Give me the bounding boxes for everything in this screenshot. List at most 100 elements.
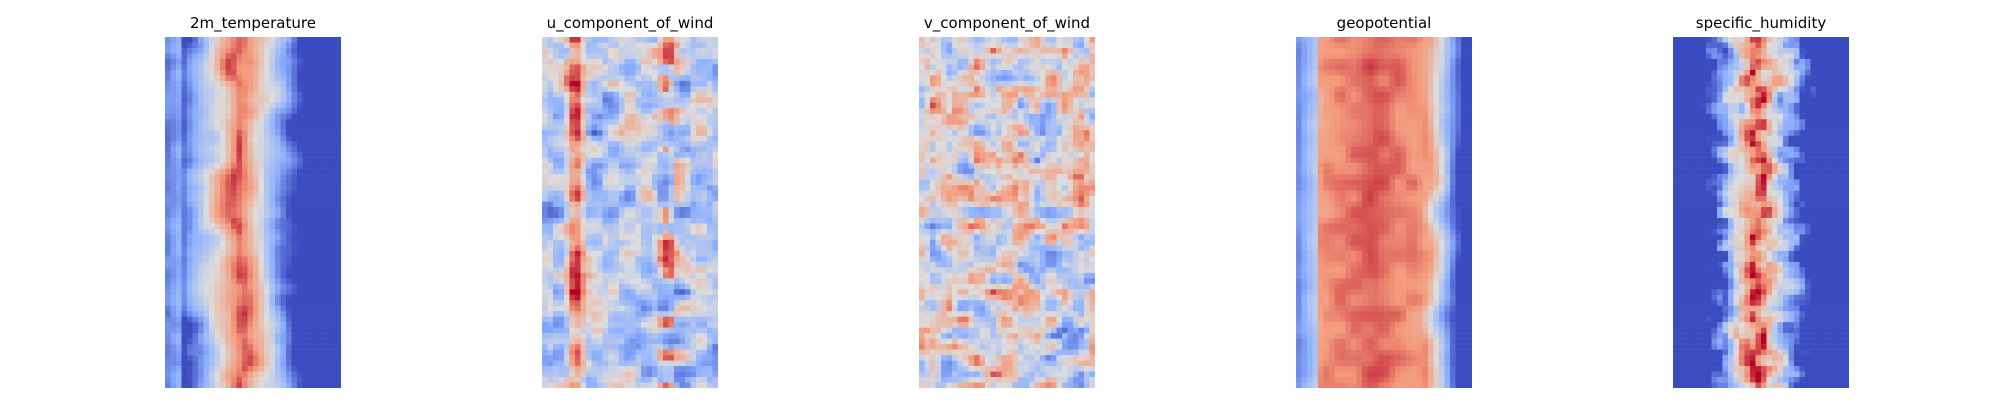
heatmap-cell — [663, 327, 669, 334]
heatmap-cell — [280, 124, 287, 131]
heatmap-cell — [1012, 113, 1019, 120]
heatmap-cell — [674, 196, 680, 202]
heatmap-cell — [613, 119, 620, 125]
heatmap-cell — [170, 261, 177, 268]
heatmap-cell — [542, 185, 548, 191]
heatmap-cell — [701, 157, 708, 164]
heatmap-cell — [597, 42, 603, 49]
heatmap-cell — [701, 37, 708, 43]
heatmap-cell — [646, 289, 653, 296]
heatmap-cell — [236, 135, 243, 142]
heatmap-cell — [663, 322, 669, 328]
heatmap-cell — [324, 338, 331, 345]
heatmap-cell — [1078, 135, 1085, 142]
heatmap-cell — [619, 80, 625, 87]
heatmap-cell — [335, 124, 341, 131]
heatmap-cell — [685, 371, 691, 378]
heatmap-cell — [165, 305, 171, 312]
heatmap-cell — [269, 322, 276, 328]
heatmap-cell — [679, 300, 686, 306]
heatmap-cell — [542, 97, 548, 104]
heatmap-cell — [264, 261, 270, 268]
heatmap-cell — [558, 338, 565, 345]
heatmap-cell — [209, 294, 215, 301]
heatmap-cell — [957, 119, 964, 125]
heatmap-cell — [203, 146, 210, 153]
heatmap-cell — [247, 366, 254, 372]
heatmap-cell — [701, 163, 708, 169]
heatmap-cell — [192, 124, 199, 131]
heatmap-cell — [624, 267, 631, 274]
heatmap-cell — [1012, 42, 1019, 49]
heatmap-cell — [1051, 42, 1057, 49]
heatmap-cell — [176, 185, 182, 191]
heatmap-cell — [635, 141, 642, 147]
heatmap-cell — [220, 113, 226, 120]
heatmap-cell — [619, 366, 625, 372]
heatmap-cell — [269, 327, 276, 334]
heatmap-cell — [586, 349, 592, 356]
heatmap-cell — [187, 207, 193, 213]
heatmap-cell — [586, 124, 592, 131]
heatmap-cell — [313, 119, 320, 125]
heatmap-cell — [170, 377, 177, 383]
heatmap-cell — [1056, 69, 1063, 76]
heatmap-cell — [668, 272, 675, 279]
heatmap-cell — [319, 64, 325, 71]
heatmap-cell — [591, 212, 598, 219]
heatmap-cell — [580, 261, 587, 268]
heatmap-cell — [324, 223, 331, 230]
heatmap-cell — [1056, 135, 1063, 142]
heatmap-cell — [324, 201, 331, 208]
heatmap-cell — [1056, 47, 1063, 54]
heatmap-cell — [641, 311, 647, 317]
heatmap-cell — [963, 135, 969, 142]
heatmap-cell — [547, 124, 554, 131]
heatmap-cell — [170, 239, 177, 246]
heatmap-cell — [996, 108, 1002, 115]
heatmap-cell — [996, 168, 1002, 175]
heatmap-cell — [258, 344, 265, 350]
heatmap-cell — [547, 382, 554, 388]
heatmap-cell — [242, 168, 248, 175]
heatmap-cell — [619, 349, 625, 356]
heatmap-cell — [990, 168, 997, 175]
heatmap-cell — [668, 322, 675, 328]
heatmap-cell — [919, 37, 925, 43]
heatmap-cell — [297, 349, 303, 356]
heatmap-cell — [542, 163, 548, 169]
heatmap-cell — [269, 305, 276, 312]
heatmap-cell — [291, 261, 298, 268]
heatmap-cell — [308, 179, 314, 186]
heatmap-cell — [165, 349, 171, 356]
heatmap-cell — [231, 316, 237, 323]
heatmap-cell — [919, 86, 925, 93]
heatmap-cell — [985, 53, 991, 60]
heatmap-cell — [558, 152, 565, 158]
heatmap-cell — [701, 135, 708, 142]
heatmap-cell — [286, 42, 292, 49]
heatmap-cell — [330, 327, 336, 334]
heatmap-cell — [919, 163, 925, 169]
heatmap-cell — [313, 338, 320, 345]
heatmap-cell — [198, 311, 204, 317]
heatmap-cell — [209, 360, 215, 367]
heatmap-cell — [575, 217, 581, 224]
heatmap-cell — [187, 146, 193, 153]
heatmap-cell — [286, 316, 292, 323]
heatmap-cell — [1007, 47, 1013, 54]
heatmap-cell — [1029, 179, 1035, 186]
heatmap-cell — [624, 300, 631, 306]
heatmap-cell — [930, 157, 936, 164]
heatmap-cell — [264, 168, 270, 175]
heatmap-cell — [657, 283, 664, 290]
heatmap-cell — [214, 97, 221, 104]
heatmap-cell — [313, 146, 320, 153]
heatmap-cell — [297, 157, 303, 164]
heatmap-cell — [630, 146, 636, 153]
heatmap-cell — [575, 212, 581, 219]
heatmap-cell — [652, 185, 658, 191]
heatmap-cell — [575, 207, 581, 213]
heatmap-cell — [258, 185, 265, 191]
heatmap-cell — [165, 47, 171, 54]
